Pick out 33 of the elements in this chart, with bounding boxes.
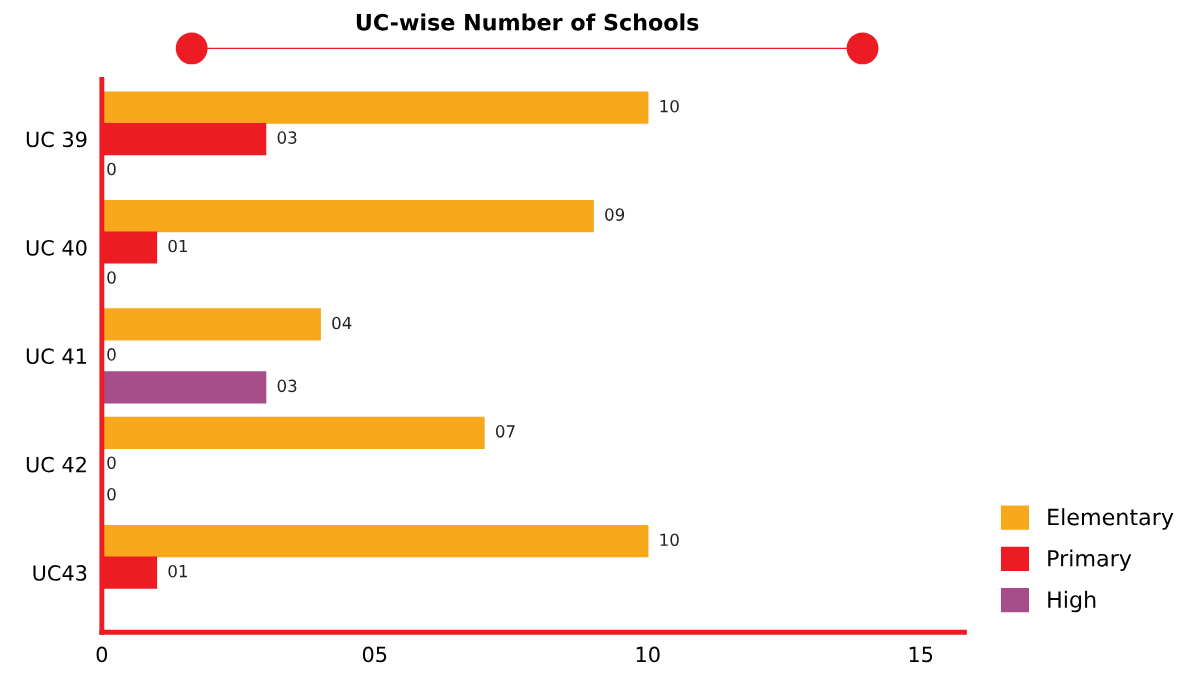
y-tick-label: UC43: [33, 565, 87, 581]
data-label: 0: [107, 271, 116, 284]
data-label: 0: [107, 456, 116, 470]
data-label: 0: [107, 487, 116, 501]
y-tick-label: UC 40: [26, 239, 87, 256]
y-tick-label: UC 42: [26, 456, 86, 473]
data-label: 07: [495, 425, 515, 438]
data-label: 03: [277, 379, 297, 393]
chart-title: UC-wise Number of Schools: [356, 13, 699, 31]
data-label: 0: [107, 348, 116, 361]
data-label: 09: [605, 208, 625, 221]
data-label: 0: [107, 162, 116, 176]
bar: [101, 199, 594, 233]
data-label: 03: [277, 131, 297, 144]
x-tick-label: 0: [96, 646, 108, 663]
bar: [101, 416, 485, 449]
bar: [101, 525, 649, 558]
x-tick-label: 10: [636, 646, 660, 663]
data-label: 01: [168, 564, 188, 578]
x-tick-label: 05: [362, 646, 387, 663]
bar: [101, 371, 267, 404]
legend-label: Primary: [1048, 549, 1132, 571]
bar: [101, 91, 649, 124]
data-label: 04: [332, 316, 352, 330]
data-label: 01: [168, 239, 188, 253]
y-tick-label: UC 39: [26, 131, 87, 148]
legend-label: Elementary: [1048, 508, 1174, 530]
bar: [101, 308, 321, 341]
x-tick-label: 15: [909, 646, 933, 663]
data-label: 10: [660, 99, 679, 113]
legend-label: High: [1048, 590, 1096, 613]
data-label: 10: [660, 533, 679, 547]
y-tick-label: UC 41: [26, 348, 87, 365]
